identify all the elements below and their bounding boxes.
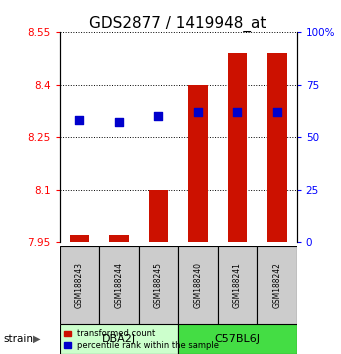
Point xyxy=(156,113,161,119)
Title: GDS2877 / 1419948_at: GDS2877 / 1419948_at xyxy=(89,16,267,32)
Bar xyxy=(149,190,168,242)
Bar xyxy=(109,235,129,242)
Point xyxy=(116,120,122,125)
Bar xyxy=(60,324,178,354)
Bar xyxy=(99,246,139,324)
Bar xyxy=(188,85,208,242)
Text: DBA2J: DBA2J xyxy=(102,334,136,344)
Text: C57BL6J: C57BL6J xyxy=(214,334,261,344)
Point xyxy=(195,109,201,115)
Bar xyxy=(178,246,218,324)
Point xyxy=(235,109,240,115)
Bar xyxy=(267,53,287,242)
Legend: transformed count, percentile rank within the sample: transformed count, percentile rank withi… xyxy=(64,329,219,350)
Text: strain: strain xyxy=(3,334,33,344)
Point xyxy=(274,109,280,115)
Bar xyxy=(60,246,99,324)
Text: GSM188243: GSM188243 xyxy=(75,262,84,308)
Text: ▶: ▶ xyxy=(33,334,40,344)
Text: GSM188245: GSM188245 xyxy=(154,262,163,308)
Bar xyxy=(178,324,297,354)
Bar xyxy=(139,246,178,324)
Bar xyxy=(70,235,89,242)
Text: GSM188244: GSM188244 xyxy=(115,262,123,308)
Text: GSM188241: GSM188241 xyxy=(233,262,242,308)
Point xyxy=(77,118,82,123)
Bar xyxy=(218,246,257,324)
Text: GSM188240: GSM188240 xyxy=(193,262,203,308)
Text: GSM188242: GSM188242 xyxy=(272,262,281,308)
Bar xyxy=(257,246,297,324)
Bar xyxy=(227,53,247,242)
